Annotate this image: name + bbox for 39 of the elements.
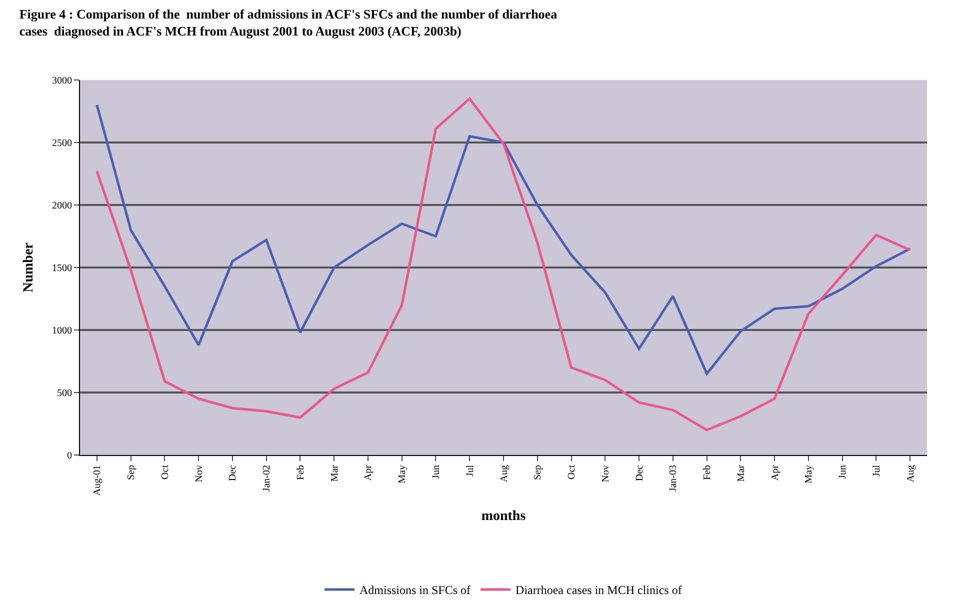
x-tick-label: Nov (194, 465, 205, 482)
x-tick-label: Jul (871, 464, 882, 477)
x-tick-label: Aug (498, 465, 510, 482)
x-tick-label: Jan-03 (668, 465, 680, 492)
x-tick-label: Jun (838, 465, 849, 479)
x-tick-label: May (804, 465, 815, 484)
x-tick-label: Sep (532, 465, 544, 480)
x-tick-label: Apr (770, 464, 781, 481)
y-axis-title: Number (22, 242, 37, 292)
x-tick-label: Mar (329, 464, 340, 482)
x-tick-label: Sep (126, 465, 138, 480)
x-tick-label: Dec (634, 464, 646, 482)
x-tick-label: Jan-02 (262, 465, 273, 492)
y-tick-label: 3000 (52, 76, 72, 86)
y-tick-label: 2000 (52, 200, 72, 212)
x-tick-label: Jul (464, 464, 476, 477)
y-tick-label: 1000 (52, 326, 72, 336)
x-tick-label: Apr (363, 464, 374, 481)
x-tick-label: Dec (228, 464, 239, 482)
x-tick-label: Oct (160, 464, 171, 480)
x-tick-label: Feb (295, 465, 306, 480)
line-series (96, 104, 912, 375)
x-tick-label: Aug (905, 465, 916, 482)
legend-label: Admissions in SFCs of (360, 583, 471, 598)
y-tick-label: 0 (67, 450, 72, 462)
line-series (96, 98, 912, 432)
x-tick-label: Nov (600, 465, 612, 482)
x-axis-title: months (481, 508, 526, 524)
x-tick-label: Aug-01 (92, 465, 104, 496)
x-tick-label: Oct (566, 464, 578, 480)
x-tick-label: Jun (430, 465, 442, 479)
y-tick-label: 500 (57, 388, 72, 399)
y-tick-label: 1500 (52, 263, 72, 274)
chart-title: Figure 4 : Comparison of the number of admissions in ACF's SFCs and the number of diarrhoea cases diagnosed in ACF's MCH from August 2001 to August 2003 (ACF, 2003b) (19, 6, 558, 38)
x-tick-label: May (397, 465, 408, 484)
x-tick-label: Feb (702, 465, 714, 480)
y-tick-label: 2500 (52, 138, 72, 149)
legend-label: Diarrhoea cases in MCH clinics of (516, 583, 682, 598)
x-tick-label: Mar (736, 464, 747, 482)
